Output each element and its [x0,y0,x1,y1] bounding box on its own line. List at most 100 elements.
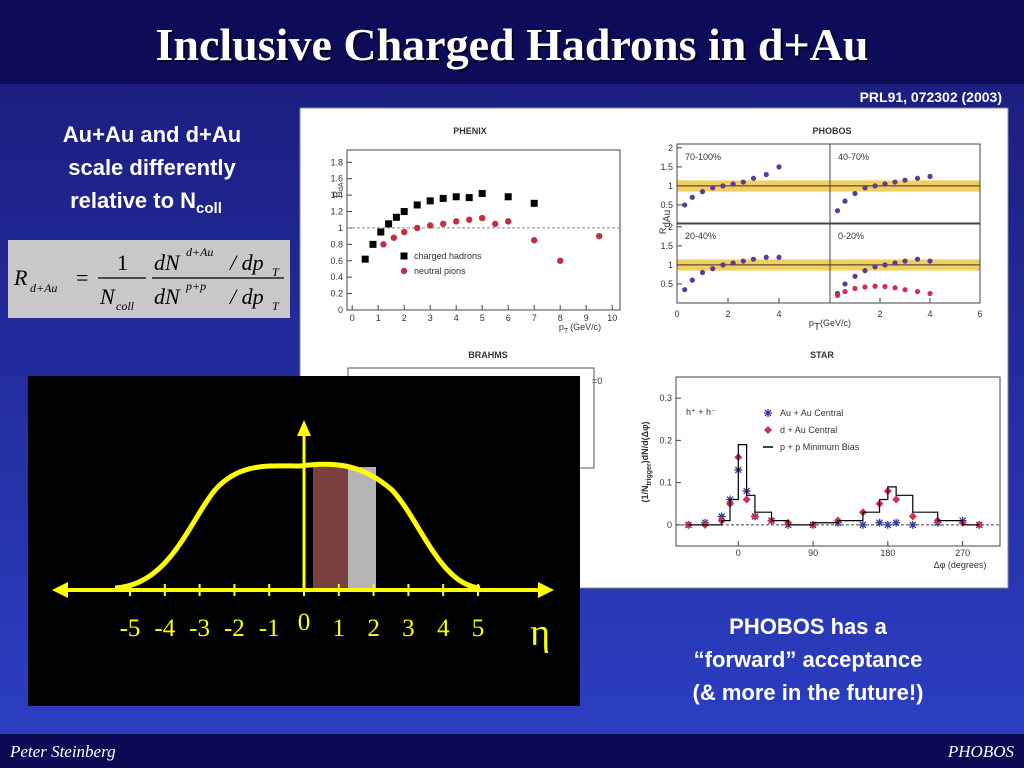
data-point [720,183,726,189]
data-point [763,254,769,260]
x-tick-label: 6 [977,309,982,319]
data-point [862,284,868,290]
note-line: (& more in the future!) [693,680,924,705]
y-tick-label: 0.5 [660,200,673,210]
data-point [385,220,393,228]
legend-entry: Au + Au Central [780,408,843,418]
data-point [852,273,858,279]
y-tick-label: 1 [338,223,343,233]
x-tick-label: 0 [736,548,741,558]
x-tick-label: 3 [428,313,433,323]
y-tick-label: 0.2 [330,289,343,299]
y-tick-label: 2 [668,143,673,153]
data-point [908,520,917,529]
note-line: PHOBOS has a [729,614,887,639]
eta-label: η [530,612,550,654]
note-line: “forward” acceptance [694,647,923,672]
data-point [699,189,706,195]
data-point [892,260,898,266]
y-tick-label: 0.3 [659,393,672,403]
data-point [914,288,921,295]
data-point [401,228,408,236]
x-tick-label: 4 [454,313,459,323]
data-point [750,256,757,262]
y-tick-label: 1.4 [330,190,343,200]
data-point [730,260,736,266]
panel-label: 20-40% [685,231,716,241]
legend-entry: charged hadrons [414,251,482,261]
data-point [834,208,841,214]
data-point [927,173,933,179]
unit: (GeV/c) [570,322,601,332]
data-point [862,185,868,191]
x-tick-label: 9 [584,313,589,323]
footer-experiment: PHOBOS [947,742,1015,761]
data-point [740,179,746,185]
y-tick-label: 0.1 [659,478,672,488]
note-line: scale differently [68,155,236,180]
y-tick-label: 0 [338,305,343,315]
footer-author: Peter Steinberg [9,742,116,761]
subscript: T [564,328,569,335]
panel-label: 40-70% [838,152,869,162]
data-point [710,185,716,191]
y-tick-label: 0.2 [659,435,672,445]
eta-tick-label: -4 [154,615,175,642]
label: p [559,322,564,332]
x-tick-label: 0 [674,309,679,319]
data-point [764,409,772,417]
data-point [914,256,921,262]
data-point [414,224,421,232]
eta-diagram: η -5 -4 -3 -2 -1 0 1 2 3 4 5 [28,376,580,706]
data-point [710,266,716,272]
data-point [531,237,538,244]
title-bar [0,0,1024,84]
footer-bar [0,734,1024,768]
y-tick-label: 1 [668,260,673,270]
data-point [927,290,933,297]
x-tick-label: 10 [607,313,617,323]
data-point [892,495,901,504]
data-point [842,281,848,287]
data-point [478,189,486,197]
data-point [492,220,499,228]
y-tick-label: 1 [668,181,673,191]
eta-tick-label: 0 [298,609,311,636]
subscript: dA [338,182,345,191]
data-point [479,214,486,222]
data-point [902,177,908,183]
y-tick-label: 1.6 [330,174,343,184]
data-point [875,518,884,527]
y-tick-label: 1.5 [660,241,673,251]
label: (1/N [640,486,650,503]
data-line [688,444,980,526]
data-point [892,285,898,291]
data-point [740,258,746,264]
panel-label: 0-20% [838,231,864,241]
data-point [872,264,878,270]
note-line: relative to Ncoll [70,188,222,217]
reference: PRL91, 072302 (2003) [860,89,1002,105]
data-point [413,201,421,209]
particles-label: h⁺ + h⁻ [686,407,716,417]
formula-sub: d+Au [30,281,57,295]
distribution-curve [114,461,481,591]
data-point [927,258,933,264]
eta-tick-label: -1 [259,615,280,642]
data-point [682,202,688,208]
x-tick-label: 270 [955,548,970,558]
formula-num: dN [154,250,181,275]
data-point [504,193,512,201]
data-point [400,267,408,275]
data-point [730,181,736,187]
y-tick-label: 1.8 [330,157,343,167]
x-tick-label: 2 [877,309,882,319]
label: p [809,318,814,328]
eta-tick-label: -2 [224,615,245,642]
label: )dN/d(Δφ) [640,421,650,463]
data-point [400,208,408,216]
panel-title: PHENIX [453,126,487,136]
formula-sup: p+p [185,279,206,293]
formula-sub: coll [116,299,135,313]
